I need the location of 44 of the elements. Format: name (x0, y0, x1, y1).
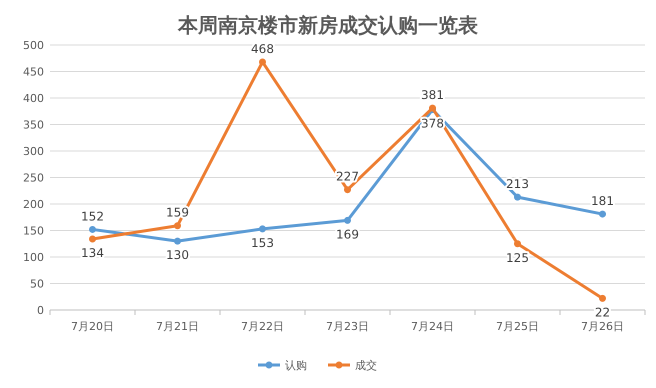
data-label: 130 (166, 248, 189, 262)
chart-title: 本周南京楼市新房成交认购一览表 (177, 13, 478, 37)
y-tick-label: 100 (23, 251, 44, 264)
y-tick-label: 0 (37, 304, 44, 317)
point (599, 294, 606, 302)
data-label: 134 (81, 246, 104, 260)
data-label: 125 (506, 250, 529, 265)
data-label: 468 (251, 42, 274, 56)
point (259, 58, 266, 66)
data-label: 152 (81, 209, 104, 224)
x-tick-label: 7月20日 (71, 320, 114, 333)
y-tick-label: 50 (30, 278, 44, 290)
data-label: 153 (251, 236, 274, 250)
point (174, 238, 181, 245)
legend-label: 成交 (355, 359, 377, 372)
point (89, 235, 96, 242)
point (174, 222, 181, 230)
legend-label: 认购 (285, 359, 307, 372)
x-tick-label: 7月24日 (411, 320, 454, 333)
point (514, 240, 521, 248)
x-tick-label: 7月26日 (581, 320, 624, 333)
y-tick-label: 200 (23, 198, 44, 211)
data-label: 169 (336, 227, 359, 242)
data-label: 22 (594, 305, 610, 320)
data-label: 213 (506, 177, 529, 192)
y-tick-label: 450 (23, 66, 44, 78)
point (514, 194, 521, 201)
point (259, 225, 266, 232)
x-tick-label: 7月25日 (496, 320, 539, 333)
x-tick-label: 7月23日 (326, 320, 369, 333)
y-tick-label: 400 (23, 92, 44, 105)
point (599, 210, 606, 218)
y-tick-label: 350 (23, 118, 44, 132)
data-label: 381 (421, 88, 444, 102)
y-tick-label: 250 (23, 172, 44, 184)
point (344, 216, 351, 224)
point (89, 226, 96, 233)
y-tick-label: 500 (23, 39, 44, 52)
point (344, 186, 351, 194)
x-tick-label: 7月22日 (241, 320, 284, 333)
data-label: 181 (591, 194, 614, 208)
y-tick-label: 300 (23, 145, 44, 158)
y-tick-label: 150 (23, 224, 44, 238)
x-tick-label: 7月21日 (156, 320, 199, 333)
